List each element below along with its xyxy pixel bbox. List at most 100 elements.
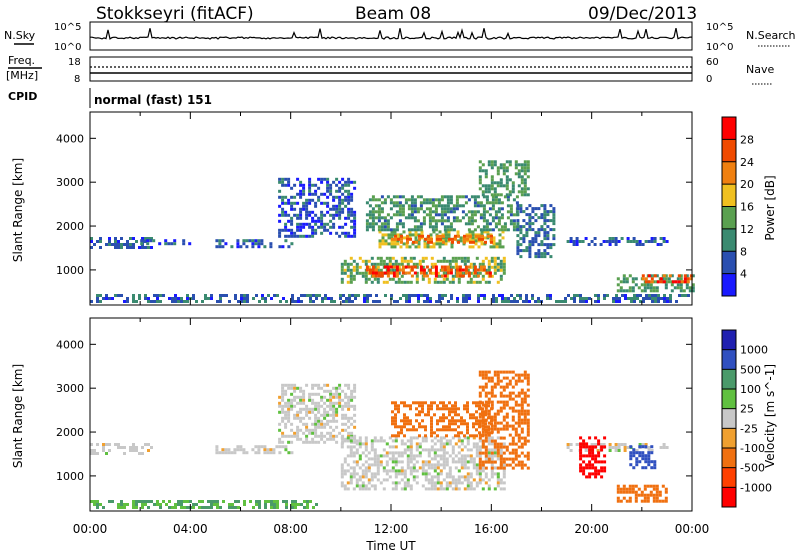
echo-cell — [434, 207, 438, 211]
echo-cell — [385, 262, 389, 266]
echo-cell — [93, 452, 96, 455]
echo-cell — [195, 300, 198, 303]
echo-cell — [391, 416, 394, 420]
echo-cell — [406, 484, 410, 488]
echo-cell — [478, 469, 482, 473]
echo-cell — [470, 216, 474, 220]
echo-cell — [390, 230, 394, 234]
echo-cell — [514, 421, 518, 425]
echo-cell — [350, 210, 354, 214]
echo-cell — [517, 172, 521, 176]
echo-cell — [455, 219, 459, 223]
echo-cell — [415, 442, 419, 446]
echo-cell — [440, 207, 444, 211]
echo-cell — [629, 445, 633, 449]
echo-cell — [287, 213, 291, 217]
echo-cell — [614, 240, 618, 243]
echo-cell — [502, 400, 506, 404]
echo-cell — [633, 300, 636, 303]
echo-cell — [495, 297, 498, 300]
echo-cell — [352, 436, 356, 440]
echo-cell — [361, 259, 365, 263]
echo-cell — [436, 237, 439, 241]
echo-cell — [374, 210, 378, 214]
echo-cell — [412, 454, 416, 458]
echo-cell — [523, 172, 527, 176]
echo-cell — [418, 401, 421, 405]
echo-cell — [516, 252, 520, 256]
echo-cell — [317, 383, 321, 387]
echo-cell — [546, 297, 549, 300]
echo-cell — [647, 240, 651, 243]
echo-cell — [462, 297, 465, 300]
echo-cell — [305, 383, 309, 387]
echo-cell — [481, 421, 485, 425]
echo-cell — [367, 463, 371, 467]
echo-cell — [347, 183, 351, 187]
echo-cell — [635, 449, 639, 452]
echo-cell — [341, 210, 345, 214]
echo-cell — [484, 439, 488, 443]
echo-cell — [509, 204, 513, 208]
echo-cell — [680, 280, 684, 284]
echo-cell — [634, 283, 638, 287]
echo-cell — [520, 400, 524, 404]
echo-cell — [317, 195, 321, 199]
echo-cell — [490, 388, 494, 392]
echo-cell — [308, 407, 312, 411]
echo-cell — [463, 460, 467, 464]
echo-cell — [507, 297, 510, 300]
echo-cell — [652, 484, 656, 488]
echo-cell — [484, 466, 488, 470]
echo-cell — [350, 395, 354, 399]
echo-cell — [407, 228, 411, 232]
echo-cell — [455, 216, 459, 220]
echo-cell — [442, 271, 446, 275]
echo-cell — [683, 274, 687, 278]
echo-cell — [629, 454, 633, 458]
echo-cell — [135, 240, 138, 243]
echo-cell — [484, 475, 488, 479]
echo-cell — [628, 484, 632, 488]
echo-cell — [120, 446, 123, 449]
echo-cell — [347, 398, 351, 402]
echo-cell — [478, 481, 482, 485]
echo-cell — [467, 219, 471, 223]
echo-cell — [485, 271, 489, 275]
echo-cell — [335, 392, 339, 396]
echo-cell — [245, 245, 249, 249]
echo-cell — [326, 201, 330, 205]
echo-cell — [394, 457, 398, 461]
echo-cell — [320, 219, 324, 223]
echo-cell — [439, 234, 442, 238]
echo-cell — [391, 481, 395, 485]
echo-cell — [413, 271, 417, 275]
echo-cell — [478, 373, 482, 377]
echo-cell — [344, 416, 348, 420]
echo-cell — [355, 265, 359, 269]
echo-cell — [611, 240, 615, 243]
echo-cell — [367, 487, 371, 491]
echo-cell — [490, 460, 494, 464]
echo-cell — [470, 213, 474, 217]
echo-cell — [481, 403, 485, 407]
echo-cell — [332, 386, 336, 390]
echo-cell — [442, 259, 446, 263]
echo-cell — [299, 428, 303, 432]
echo-cell — [297, 503, 300, 506]
echo-cell — [617, 446, 621, 449]
echo-cell — [454, 442, 458, 446]
echo-cell — [222, 500, 225, 503]
echo-cell — [543, 237, 547, 241]
echo-cell — [525, 300, 528, 303]
echo-cell — [309, 294, 312, 297]
echo-cell — [606, 294, 609, 297]
echo-cell — [415, 401, 418, 405]
echo-cell — [602, 240, 606, 243]
echo-cell — [291, 500, 294, 503]
echo-cell — [676, 286, 680, 290]
echo-cell — [525, 207, 529, 211]
echo-cell — [439, 407, 442, 411]
echo-cell — [243, 294, 246, 297]
echo-cell — [380, 207, 384, 211]
